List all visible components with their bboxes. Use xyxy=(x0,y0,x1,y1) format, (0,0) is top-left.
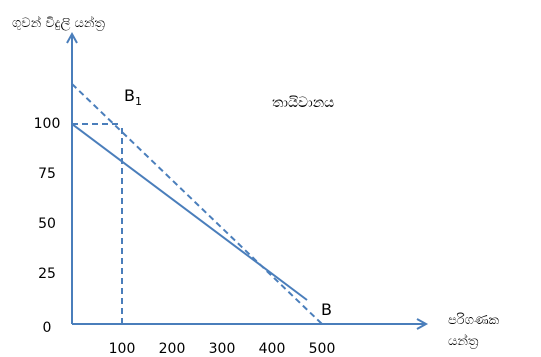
point-label-b1: B1 xyxy=(124,86,142,109)
point-label-b1-base: B xyxy=(124,86,135,105)
y-tick-label: 25 xyxy=(38,266,56,282)
x-axis-title: පරිගණක යන්ත්‍ර xyxy=(448,310,499,352)
x-tick-label: 300 xyxy=(208,341,236,357)
y-tick-label: 0 xyxy=(42,320,52,336)
y-tick-label: 75 xyxy=(38,166,56,182)
x-axis-title-line2: යන්ත්‍ර xyxy=(448,334,479,349)
x-axis-title-line1: පරිගණක xyxy=(448,313,500,328)
annotation-taiwan: තායිවානය xyxy=(272,95,335,111)
series-solid-line-seg-0 xyxy=(71,123,308,301)
series-dashed-line-1-seg-0 xyxy=(71,83,323,325)
y-axis-title: ගුවන් විදුලි යන්ත්‍ර xyxy=(12,16,105,31)
x-tick-label: 100 xyxy=(108,341,136,357)
point-label-b: B xyxy=(321,302,332,318)
y-tick-label: 100 xyxy=(33,116,61,132)
x-tick-label: 400 xyxy=(258,341,286,357)
y-tick-label: 50 xyxy=(38,216,56,232)
point-label-b-base: B xyxy=(321,300,332,319)
x-tick-label: 500 xyxy=(308,341,336,357)
x-tick-label: 200 xyxy=(158,341,186,357)
point-label-b1-sub: 1 xyxy=(134,95,142,109)
